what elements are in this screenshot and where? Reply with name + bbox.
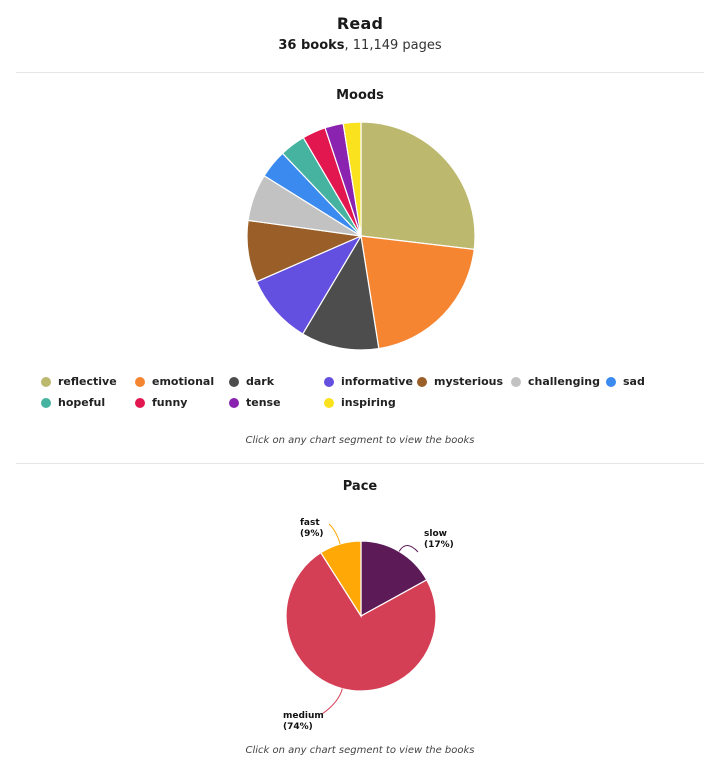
pie-slice-slow[interactable]: [360, 540, 428, 618]
legend-label: sad: [623, 375, 645, 388]
pie-slice-inspiring[interactable]: [342, 121, 362, 237]
pace-percent-fast: (9%): [300, 529, 324, 539]
pages-count: , 11,149 pages: [344, 38, 442, 53]
pie-slice-medium[interactable]: [285, 551, 437, 692]
pie-slice-reflective[interactable]: [360, 121, 476, 251]
legend-item-informative[interactable]: informative: [324, 375, 413, 388]
legend-swatch: [324, 397, 334, 408]
page-header: Read 36 books, 11,149 pages: [0, 14, 720, 53]
legend-label: reflective: [58, 375, 117, 388]
pace-title: Pace: [342, 479, 378, 494]
legend-label: mysterious: [434, 375, 504, 388]
legend-label: funny: [152, 396, 188, 409]
legend-item-sad[interactable]: sad: [606, 375, 645, 388]
legend-label: tense: [246, 396, 281, 409]
pace-hint: Click on any chart segment to view the b…: [245, 745, 475, 756]
legend-swatch: [417, 376, 427, 387]
legend-swatch: [135, 376, 145, 387]
legend-swatch: [324, 376, 334, 387]
legend-label: challenging: [528, 375, 600, 388]
legend-item-reflective[interactable]: reflective: [41, 375, 117, 388]
pace-percent-medium: (74%): [283, 722, 313, 732]
legend-swatch: [229, 397, 239, 408]
legend-item-emotional[interactable]: emotional: [135, 375, 214, 388]
legend-item-tense[interactable]: tense: [229, 396, 281, 409]
legend-swatch: [511, 376, 521, 387]
legend-item-dark[interactable]: dark: [229, 375, 274, 388]
legend-label: emotional: [152, 375, 215, 388]
page-subtitle: 36 books, 11,149 pages: [0, 38, 720, 53]
legend-item-funny[interactable]: funny: [135, 396, 187, 409]
pace-label-slow: slow: [424, 529, 447, 539]
pace-percent-slow: (17%): [424, 540, 454, 550]
pace-leader-line: [398, 545, 419, 553]
moods-hint: Click on any chart segment to view the b…: [245, 435, 475, 446]
legend-label: hopeful: [58, 396, 106, 409]
pace-label-medium: medium: [283, 711, 324, 721]
pace-leader-line: [321, 688, 343, 715]
legend-label: dark: [246, 375, 275, 388]
legend-item-hopeful[interactable]: hopeful: [41, 396, 105, 409]
section-divider: [16, 72, 704, 73]
section-divider: [16, 463, 704, 464]
legend-label: inspiring: [341, 396, 396, 409]
pie-slice-dark[interactable]: [301, 234, 380, 351]
pace-label-fast: fast: [300, 518, 320, 528]
legend-swatch: [606, 376, 616, 387]
legend-swatch: [41, 376, 51, 387]
pie-slice-emotional[interactable]: [360, 235, 475, 350]
legend-item-inspiring[interactable]: inspiring: [324, 396, 396, 409]
legend-swatch: [229, 376, 239, 387]
moods-title: Moods: [336, 88, 384, 103]
legend-item-mysterious[interactable]: mysterious: [417, 375, 503, 388]
legend-item-challenging[interactable]: challenging: [511, 375, 600, 388]
books-count: 36 books: [278, 38, 345, 53]
legend-swatch: [41, 397, 51, 408]
legend-label: informative: [341, 375, 413, 388]
legend-swatch: [135, 397, 145, 408]
page-title: Read: [336, 14, 384, 33]
pace-leader-line: [328, 523, 341, 545]
